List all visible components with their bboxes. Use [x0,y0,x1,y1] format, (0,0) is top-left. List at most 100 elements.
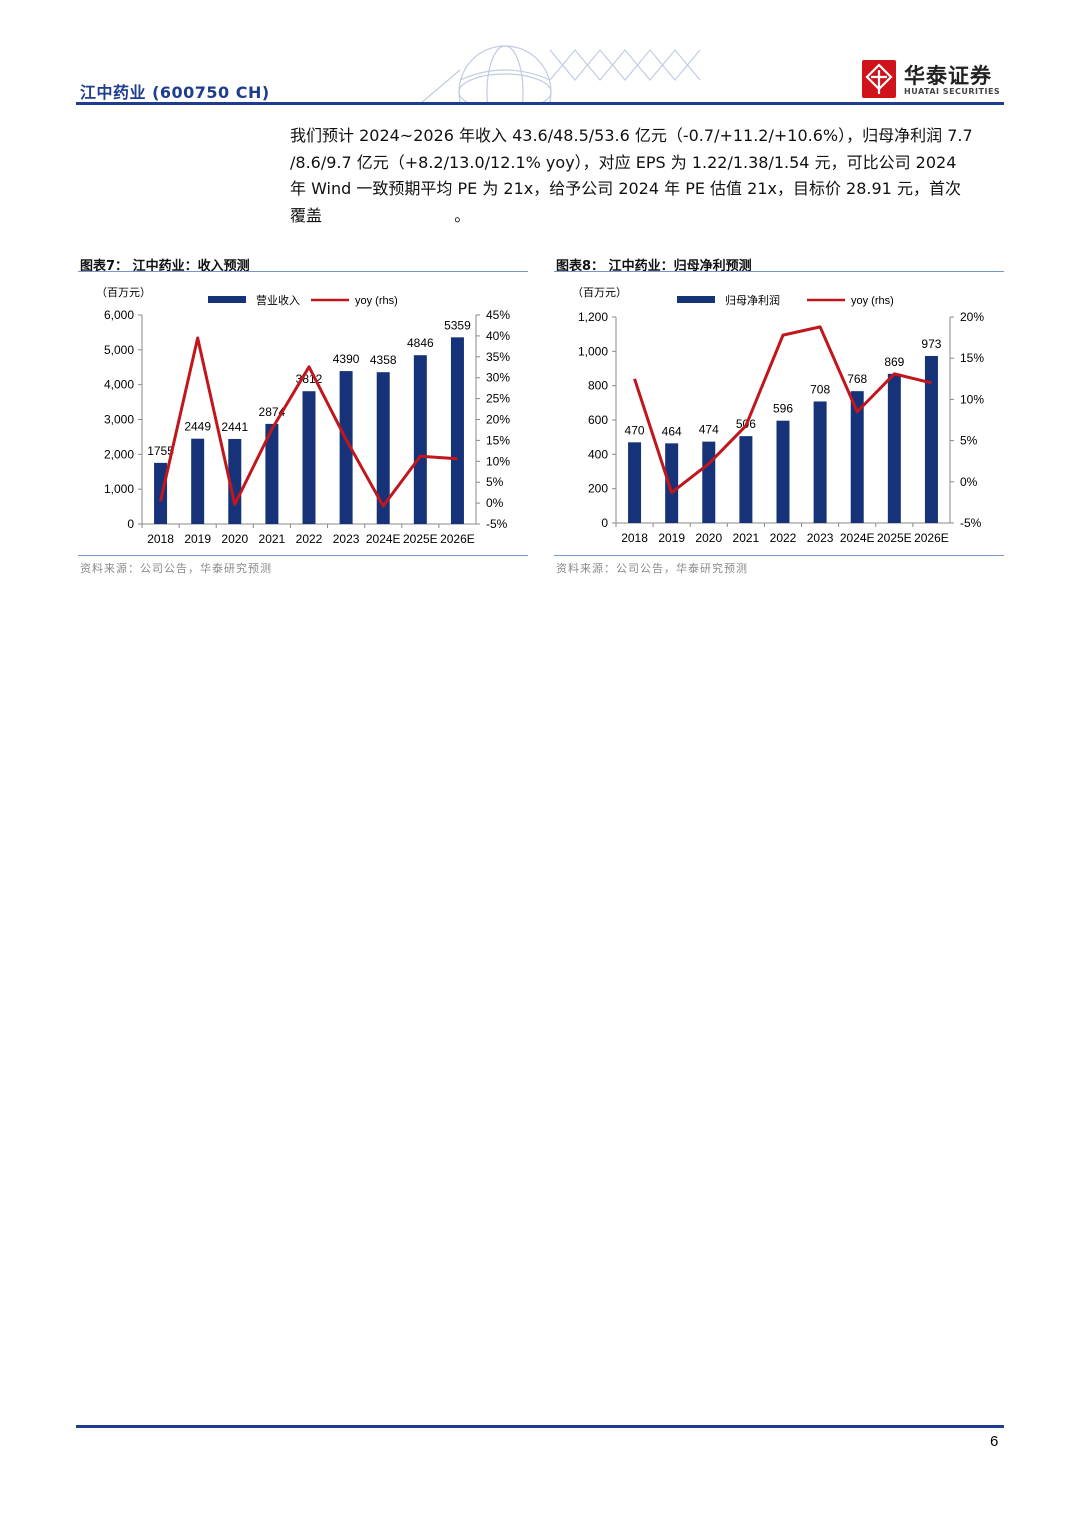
bar-value-label: 973 [921,337,941,351]
x-tick-label: 2021 [733,531,760,545]
bar-value-label: 470 [625,423,645,437]
bar-2022 [302,391,316,524]
figure-source: 资料来源：公司公告，华泰研究预测 [80,562,272,575]
legend-label: 营业收入 [256,293,300,307]
left-tick-label: 1,200 [578,310,608,324]
page-number: 6 [990,1433,999,1450]
left-tick-label: 4,000 [104,378,134,392]
bar-2022 [776,420,790,523]
legend-label: yoy (rhs) [355,295,398,307]
header-divider [76,102,1004,105]
left-tick-label: 2,000 [104,447,134,461]
bar-2023 [339,371,353,524]
x-tick-label: 2024E [366,532,401,546]
figure-bottom-rule [554,555,1004,556]
right-tick-label: 5% [486,475,504,489]
left-tick-label: 200 [588,482,608,496]
legend-label: 归母净利润 [725,293,780,307]
left-tick-label: 600 [588,413,608,427]
figure-bottom-rule [78,555,528,556]
right-tick-label: 10% [960,392,984,406]
huatai-logo: 华泰证券 HUATAI SECURITIES [862,60,1007,100]
x-tick-label: 2020 [221,532,248,546]
paragraph-line: 覆盖 。 [290,205,471,225]
x-tick-label: 2025E [403,532,438,546]
left-tick-label: 6,000 [104,308,134,322]
bar-value-label: 4358 [370,353,397,367]
bar-2018 [154,462,168,524]
x-tick-label: 2021 [259,532,286,546]
bar-2019 [191,438,205,524]
right-tick-label: 0% [960,475,978,489]
right-tick-label: 15% [960,351,984,365]
right-tick-label: 25% [486,392,510,406]
footer-divider [76,1425,1004,1428]
right-tick-label: 10% [486,454,510,468]
revenue-forecast-chart: （百万元） 营业收入 yoy (rhs) 0 1,000 2,000 3,000 4,000 5… [96,286,510,546]
right-tick-label: 5% [960,434,978,448]
x-tick-label: 2023 [807,531,834,545]
bar-2024E [376,372,390,524]
bar-value-label: 5359 [444,318,471,332]
bar-value-label: 4846 [407,336,434,350]
legend-label: yoy (rhs) [851,295,894,307]
x-tick-label: 2023 [333,532,360,546]
right-tick-label: 15% [486,433,510,447]
x-tick-label: 2018 [621,531,648,545]
bar-2023 [813,401,827,523]
bar-2026E [450,337,464,524]
bar-value-label: 4390 [333,352,360,366]
bar-2025E [887,373,901,523]
globe-banner-graphic [419,45,701,104]
bar-2021 [265,423,279,524]
right-tick-label: -5% [486,517,508,531]
logo-chinese-name: 华泰证券 [904,64,992,88]
bar-value-label: 2449 [184,420,211,434]
bar-value-label: 768 [847,372,867,386]
report-header-title: 江中药业 (600750 CH) [80,83,270,102]
bar-2026E [924,355,938,523]
bar-value-label: 869 [884,355,904,369]
right-tick-label: 40% [486,329,510,343]
bar-value-label: 2441 [221,420,248,434]
left-tick-label: 1,000 [578,344,608,358]
bar-value-label: 474 [699,423,719,437]
x-tick-label: 2019 [658,531,685,545]
right-tick-label: 35% [486,350,510,364]
right-tick-label: -5% [960,516,982,530]
left-tick-label: 1,000 [104,482,134,496]
x-tick-label: 2022 [296,532,323,546]
bar-value-label: 464 [662,424,682,438]
legend-bar-swatch [677,296,715,303]
right-tick-label: 45% [486,308,510,322]
unit-label: （百万元） [572,286,627,299]
x-tick-label: 2026E [440,532,475,546]
summary-paragraph: 我们预计 2024~2026 年收入 43.6/48.5/53.6 亿元（-0.… [290,123,1002,229]
bar-2019 [665,443,679,523]
huatai-emblem-icon [862,60,896,98]
bar-2024E [850,391,864,523]
x-tick-label: 2026E [914,531,949,545]
paragraph-line: 年 Wind 一致预期平均 PE 为 21x，给予公司 2024 年 PE 估值… [290,179,961,198]
x-tick-label: 2024E [840,531,875,545]
paragraph-line: /8.6/9.7 亿元（+8.2/13.0/12.1% yoy），对应 EPS … [290,152,957,172]
x-tick-label: 2018 [147,532,174,546]
x-tick-label: 2019 [184,532,211,546]
bar-value-label: 708 [810,382,830,396]
legend-bar-swatch [208,296,246,303]
x-tick-label: 2022 [770,531,797,545]
bar-value-label: 596 [773,402,793,416]
bar-2025E [413,355,427,524]
right-tick-label: 30% [486,371,510,385]
bar-value-label: 1755 [147,444,174,458]
right-tick-label: 20% [486,413,510,427]
x-tick-label: 2025E [877,531,912,545]
figure-top-rule [78,271,528,272]
bar-2020 [228,438,242,524]
left-tick-label: 0 [127,517,134,531]
bar-2021 [739,436,753,523]
figure-top-rule [554,271,1004,272]
figure-source: 资料来源：公司公告，华泰研究预测 [556,562,748,575]
left-tick-label: 0 [601,516,608,530]
paragraph-line: 我们预计 2024~2026 年收入 43.6/48.5/53.6 亿元（-0.… [290,126,973,145]
